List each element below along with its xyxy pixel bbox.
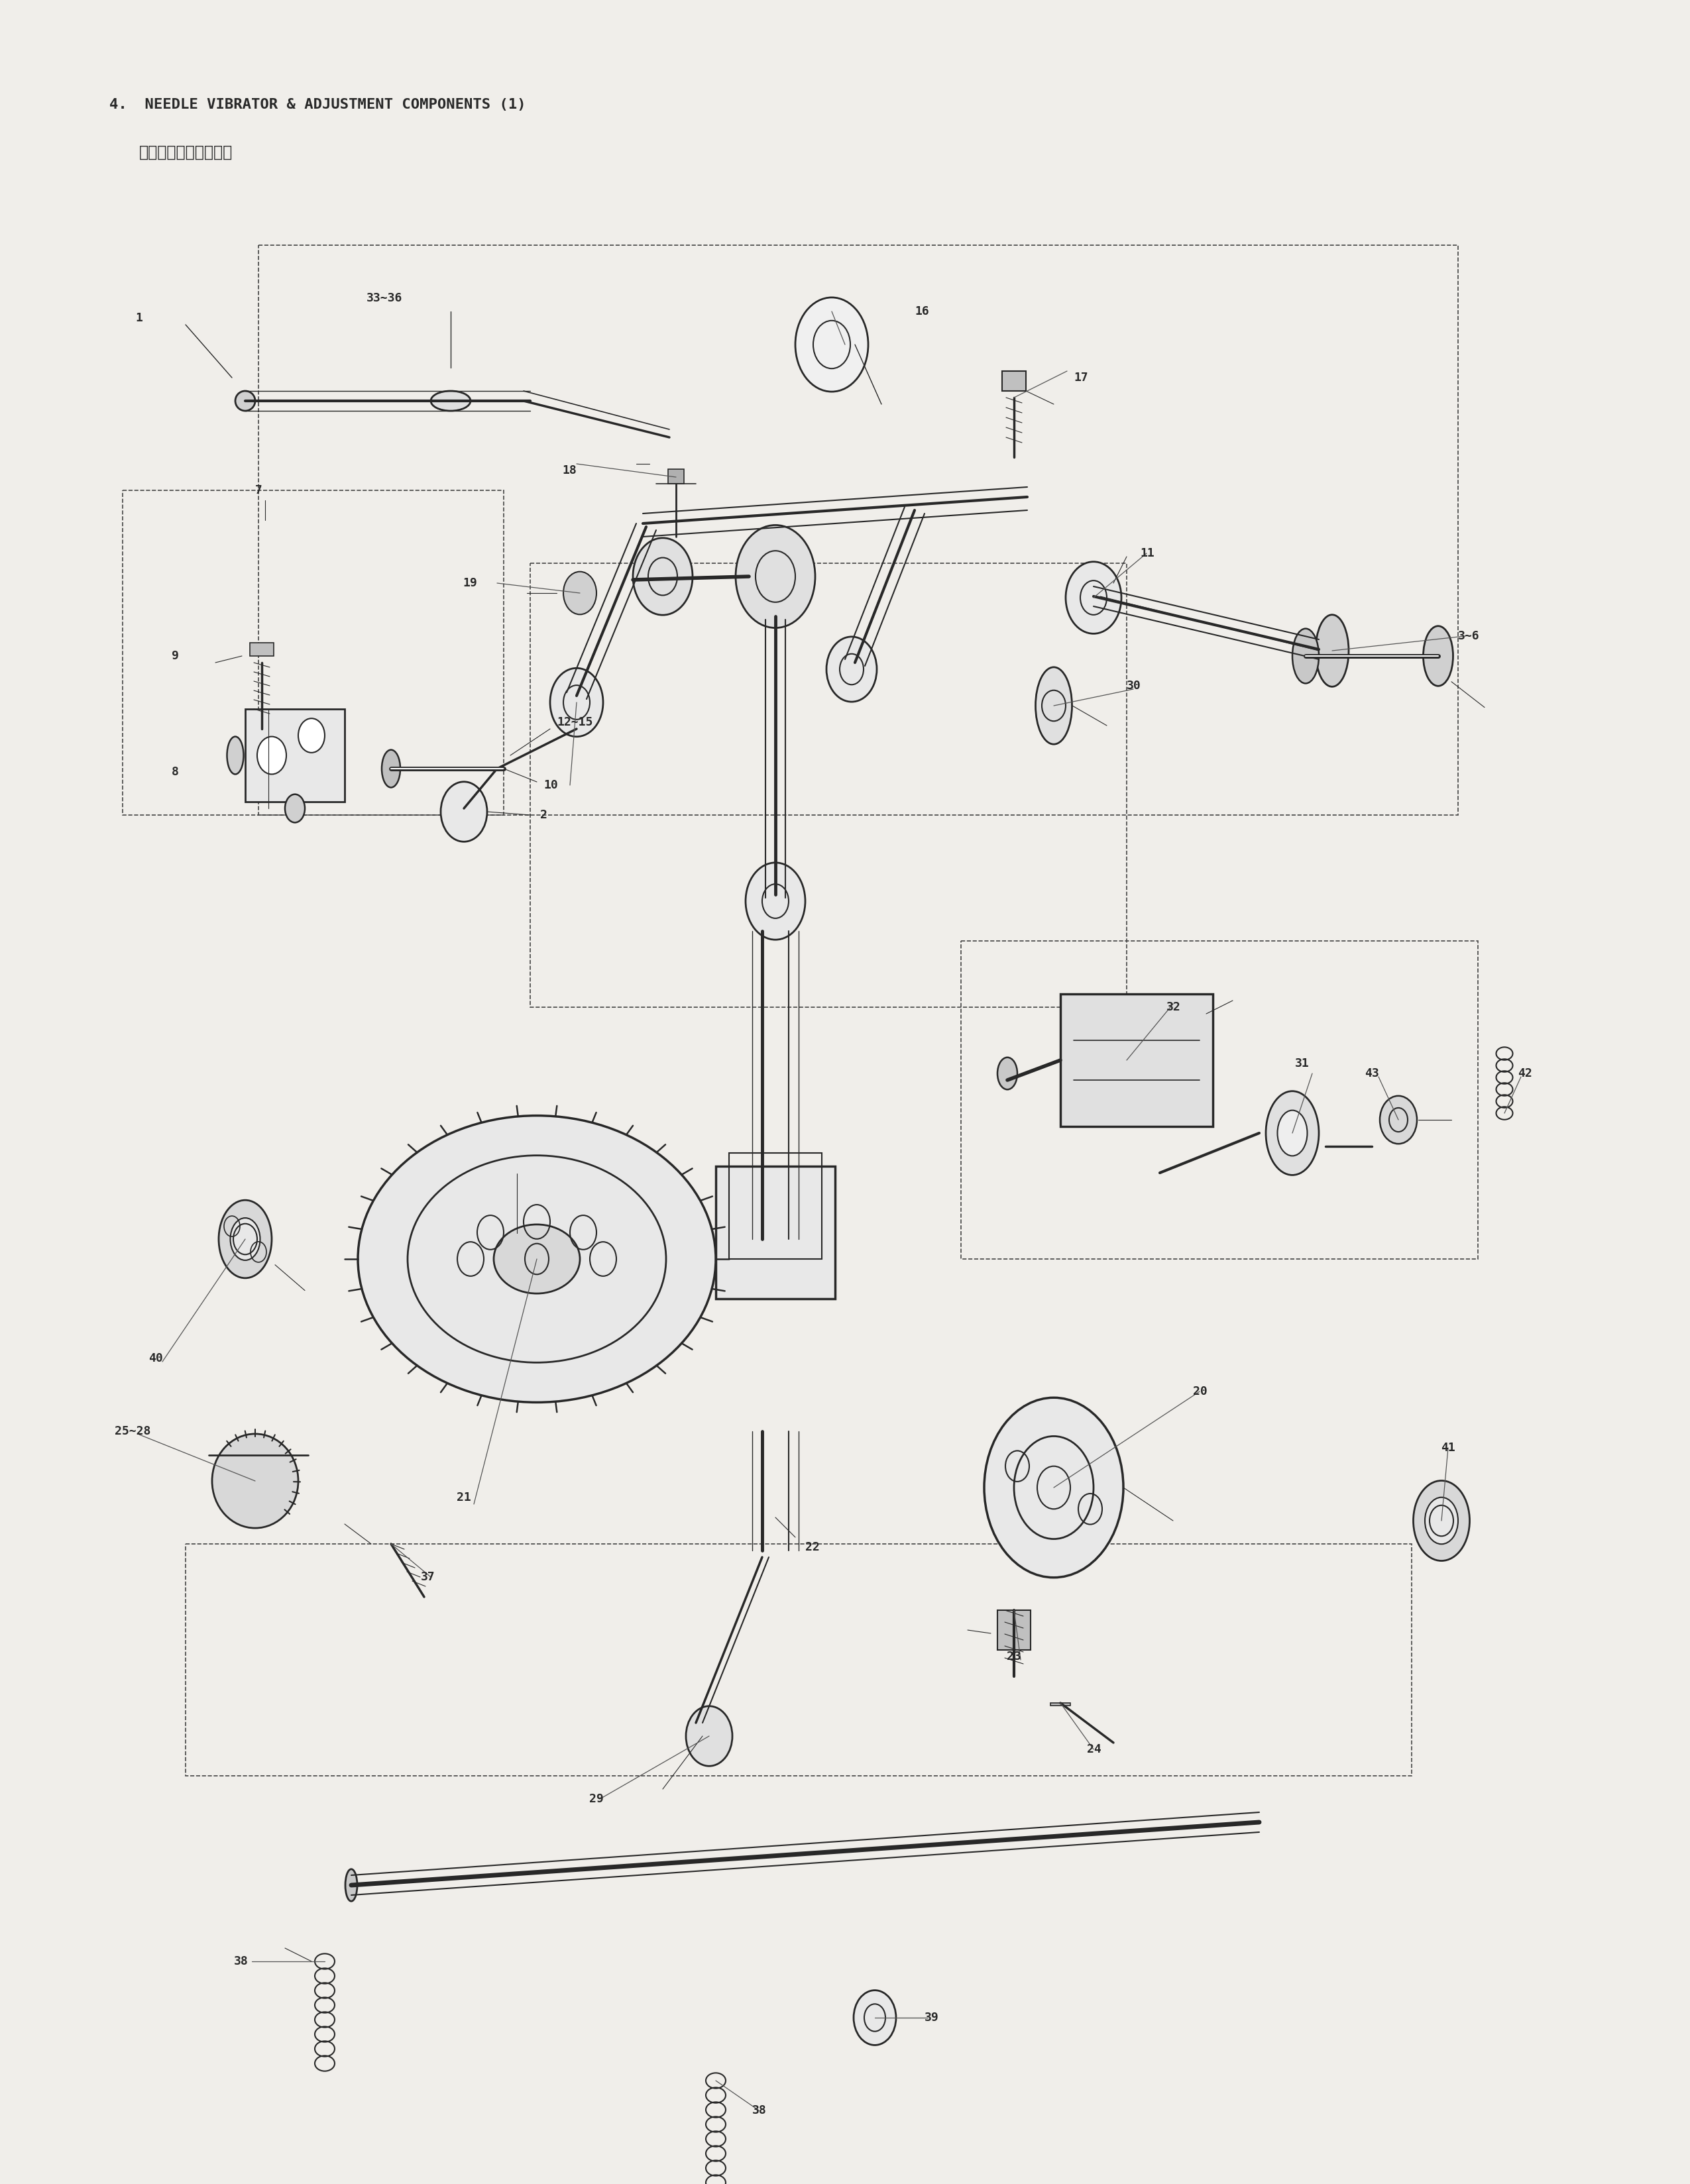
Text: 41: 41 [1442, 1441, 1455, 1455]
Ellipse shape [1266, 1092, 1318, 1175]
Ellipse shape [431, 391, 470, 411]
Text: 17: 17 [1073, 371, 1088, 384]
Text: 8: 8 [172, 767, 179, 778]
Circle shape [796, 297, 869, 391]
Bar [245, 710, 345, 802]
Ellipse shape [1278, 1109, 1308, 1155]
Bar [997, 1610, 1031, 1649]
Circle shape [297, 719, 324, 753]
Circle shape [853, 1990, 896, 2044]
Bar [1002, 371, 1026, 391]
Bar [668, 470, 684, 483]
Ellipse shape [1423, 627, 1453, 686]
Text: 9: 9 [172, 651, 179, 662]
Circle shape [745, 863, 804, 939]
Text: 1: 1 [135, 312, 142, 323]
Text: 12~15: 12~15 [556, 716, 593, 727]
Ellipse shape [286, 795, 304, 823]
Text: 19: 19 [463, 577, 477, 590]
Ellipse shape [218, 1201, 272, 1278]
Text: 38: 38 [752, 2105, 767, 2116]
Ellipse shape [230, 1219, 260, 1260]
Circle shape [826, 638, 877, 701]
Text: 16: 16 [914, 306, 930, 317]
Bar [1051, 1704, 1070, 1706]
Ellipse shape [226, 736, 243, 775]
Circle shape [441, 782, 487, 841]
Text: 针振り調節関係（１）: 针振り調節関係（１） [139, 144, 233, 159]
Text: 33~36: 33~36 [367, 293, 402, 304]
Circle shape [1066, 561, 1122, 633]
Text: 40: 40 [149, 1352, 162, 1365]
Ellipse shape [382, 749, 401, 788]
Ellipse shape [1315, 614, 1349, 686]
Text: 24: 24 [1087, 1743, 1102, 1756]
Text: 43: 43 [1366, 1068, 1379, 1079]
Text: 25~28: 25~28 [115, 1426, 150, 1437]
Ellipse shape [997, 1057, 1017, 1090]
Ellipse shape [493, 1225, 580, 1293]
Text: 37: 37 [421, 1570, 436, 1583]
Circle shape [686, 1706, 732, 1767]
Bar [250, 642, 274, 655]
Text: 4.  NEEDLE VIBRATOR & ADJUSTMENT COMPONENTS (1): 4. NEEDLE VIBRATOR & ADJUSTMENT COMPONEN… [110, 98, 526, 111]
Circle shape [634, 537, 693, 616]
Text: 30: 30 [1127, 679, 1141, 692]
Circle shape [563, 572, 597, 614]
Text: 23: 23 [1007, 1651, 1021, 1662]
Circle shape [257, 736, 286, 775]
Bar [717, 1166, 835, 1299]
Ellipse shape [1425, 1498, 1458, 1544]
Bar [728, 1153, 821, 1258]
Bar [1060, 994, 1213, 1127]
Text: 18: 18 [563, 465, 576, 476]
Text: 39: 39 [924, 2011, 940, 2025]
Text: 2: 2 [541, 808, 548, 821]
Text: 29: 29 [590, 1793, 603, 1804]
Text: 42: 42 [1518, 1068, 1533, 1079]
Circle shape [549, 668, 603, 736]
Ellipse shape [1413, 1481, 1470, 1562]
Circle shape [1379, 1096, 1416, 1144]
Ellipse shape [1036, 666, 1071, 745]
Ellipse shape [345, 1870, 357, 1902]
Text: 21: 21 [456, 1492, 472, 1503]
Text: 10: 10 [544, 780, 558, 791]
Ellipse shape [235, 391, 255, 411]
Text: 11: 11 [1141, 548, 1154, 559]
Circle shape [735, 524, 815, 627]
Ellipse shape [1293, 629, 1318, 684]
Text: 31: 31 [1295, 1057, 1310, 1070]
Text: 32: 32 [1166, 1000, 1181, 1013]
Text: 38: 38 [235, 1955, 248, 1968]
Text: 22: 22 [804, 1542, 820, 1553]
Text: 3~6: 3~6 [1458, 631, 1480, 642]
Text: 20: 20 [1193, 1385, 1207, 1398]
Ellipse shape [211, 1435, 297, 1529]
Circle shape [984, 1398, 1124, 1577]
Ellipse shape [358, 1116, 717, 1402]
Text: 7: 7 [255, 485, 262, 496]
